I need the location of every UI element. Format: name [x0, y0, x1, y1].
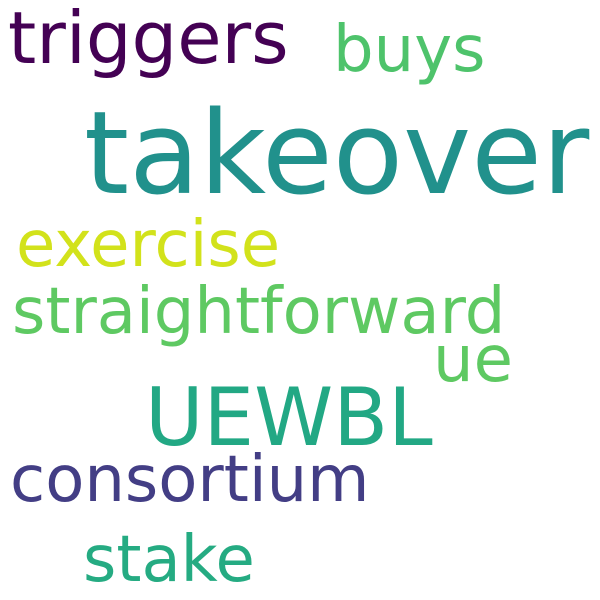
word-uewbl: UEWBL — [145, 371, 433, 464]
word-stake: stake — [83, 523, 255, 597]
word-exercise: exercise — [16, 208, 281, 282]
word-ue: ue — [433, 323, 513, 397]
word-takeover: takeover — [84, 87, 590, 221]
word-straightforward: straightforward — [12, 275, 506, 349]
word-consortium: consortium — [10, 443, 370, 517]
word-triggers: triggers — [8, 0, 289, 80]
word-buys: buys — [333, 13, 486, 87]
